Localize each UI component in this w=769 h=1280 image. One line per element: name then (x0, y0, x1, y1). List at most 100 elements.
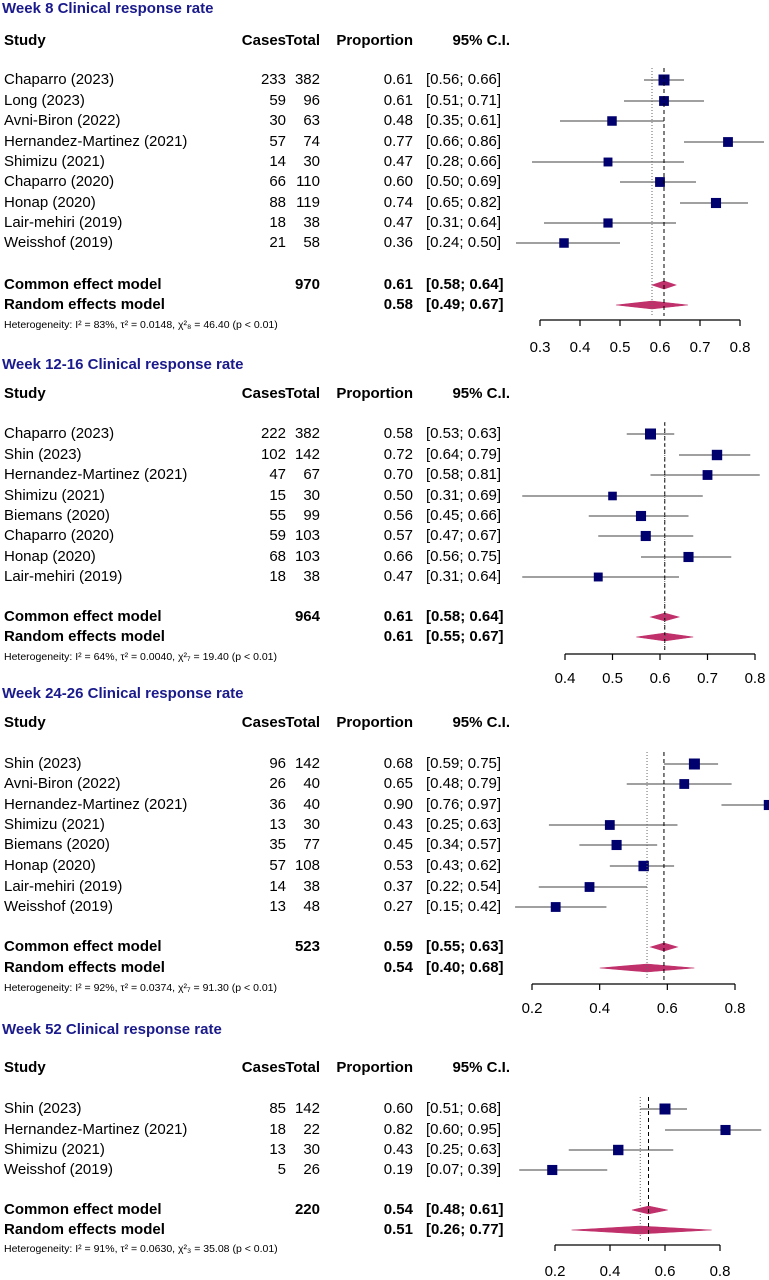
study-cases: 66 (269, 173, 286, 190)
study-total: 40 (303, 775, 320, 792)
random-model-label: Random effects model (4, 628, 165, 645)
study-proportion: 0.77 (383, 133, 413, 150)
study-point-square (659, 96, 669, 106)
study-point-square (763, 799, 769, 811)
study-ci: [0.56; 0.66] (426, 71, 502, 88)
study-ci: [0.47; 0.67] (426, 527, 502, 544)
x-axis-tick-label: 0.7 (690, 339, 711, 356)
study-total: 382 (294, 71, 320, 88)
study-name: Chaparro (2023) (4, 425, 115, 442)
study-point-square (607, 116, 617, 126)
study-proportion: 0.60 (383, 1100, 413, 1117)
column-header-ci: 95% C.I. (452, 714, 510, 731)
study-name: Avni-Biron (2022) (4, 112, 121, 129)
study-name: Lair-mehiri (2019) (4, 878, 123, 895)
common-model-proportion: 0.54 (383, 1201, 413, 1218)
random-model-ci: [0.26; 0.77] (426, 1221, 504, 1238)
x-axis-tick-label: 0.3 (530, 339, 551, 356)
study-point-square (603, 157, 613, 167)
study-name: Shin (2023) (4, 446, 82, 463)
study-proportion: 0.47 (383, 214, 413, 231)
study-name: Biemans (2020) (4, 836, 110, 853)
study-proportion: 0.72 (383, 446, 413, 463)
study-name: Hernandez-Martinez (2021) (4, 1121, 188, 1138)
study-point-square (547, 1164, 558, 1176)
common-model-label: Common effect model (4, 608, 162, 625)
study-point-square (559, 238, 569, 248)
column-header-ci: 95% C.I. (452, 32, 510, 49)
study-proportion: 0.48 (383, 112, 413, 129)
study-name: Shimizu (2021) (4, 153, 105, 170)
study-proportion: 0.68 (383, 755, 413, 772)
study-total: 103 (294, 548, 320, 565)
study-proportion: 0.90 (383, 796, 413, 813)
study-ci: [0.65; 0.82] (426, 194, 502, 211)
x-axis-tick-label: 0.8 (745, 670, 766, 687)
common-model-proportion: 0.59 (383, 938, 413, 955)
study-name: Shimizu (2021) (4, 487, 105, 504)
common-model-label: Common effect model (4, 1201, 162, 1218)
common-model-label: Common effect model (4, 938, 162, 955)
study-proportion: 0.43 (383, 816, 413, 833)
study-name: Weisshof (2019) (4, 898, 113, 915)
study-ci: [0.66; 0.86] (426, 133, 502, 150)
study-proportion: 0.53 (383, 857, 413, 874)
study-ci: [0.45; 0.66] (426, 507, 502, 524)
study-total: 22 (303, 1121, 320, 1138)
study-total: 142 (294, 1100, 320, 1117)
x-axis-tick-label: 0.8 (730, 339, 751, 356)
study-ci: [0.64; 0.79] (426, 446, 502, 463)
study-cases: 59 (269, 527, 286, 544)
column-header-total: Total (285, 714, 320, 731)
study-point-square (613, 1144, 624, 1156)
study-total: 142 (294, 446, 320, 463)
common-model-proportion: 0.61 (383, 276, 413, 293)
study-name: Shin (2023) (4, 1100, 82, 1117)
random-model-ci: [0.55; 0.67] (426, 628, 504, 645)
study-cases: 222 (260, 425, 286, 442)
study-ci: [0.43; 0.62] (426, 857, 502, 874)
study-point-square (593, 572, 603, 582)
study-cases: 36 (269, 796, 286, 813)
study-cases: 85 (269, 1100, 286, 1117)
x-axis-tick-label: 0.2 (545, 1263, 566, 1280)
study-cases: 13 (269, 898, 286, 915)
study-point-square (720, 1124, 731, 1136)
study-point-square (683, 551, 694, 563)
x-axis-tick-label: 0.4 (570, 339, 591, 356)
study-proportion: 0.43 (383, 1141, 413, 1158)
common-model-total: 970 (294, 276, 320, 293)
x-axis-tick-label: 0.5 (602, 670, 623, 687)
study-cases: 57 (269, 133, 286, 150)
study-proportion: 0.70 (383, 466, 413, 483)
x-axis-tick-label: 0.6 (655, 1263, 676, 1280)
study-total: 38 (303, 214, 320, 231)
study-name: Long (2023) (4, 92, 85, 109)
panel-title: Week 12-16 Clinical response rate (2, 356, 244, 373)
study-ci: [0.58; 0.81] (426, 466, 502, 483)
study-ci: [0.35; 0.61] (426, 112, 502, 129)
heterogeneity-text: Heterogeneity: I² = 83%, τ² = 0.0148, χ²… (4, 319, 278, 331)
study-point-square (710, 197, 722, 209)
study-point-square (603, 218, 613, 228)
study-name: Shin (2023) (4, 755, 82, 772)
study-point-square (550, 902, 561, 912)
common-model-ci: [0.58; 0.64] (426, 276, 504, 293)
random-model-label: Random effects model (4, 296, 165, 313)
study-name: Weisshof (2019) (4, 1161, 113, 1178)
study-point-square (584, 882, 595, 892)
x-axis-tick-label: 0.8 (710, 1263, 731, 1280)
column-header-proportion: Proportion (336, 1059, 413, 1076)
study-cases: 14 (269, 153, 286, 170)
study-cases: 26 (269, 775, 286, 792)
study-total: 63 (303, 112, 320, 129)
study-ci: [0.50; 0.69] (426, 173, 502, 190)
x-axis-tick-label: 0.7 (697, 670, 718, 687)
study-name: Shimizu (2021) (4, 816, 105, 833)
study-proportion: 0.82 (383, 1121, 413, 1138)
study-cases: 35 (269, 836, 286, 853)
study-ci: [0.25; 0.63] (426, 816, 502, 833)
column-header-cases: Cases (241, 385, 286, 402)
column-header-proportion: Proportion (336, 714, 413, 731)
study-proportion: 0.61 (383, 71, 413, 88)
